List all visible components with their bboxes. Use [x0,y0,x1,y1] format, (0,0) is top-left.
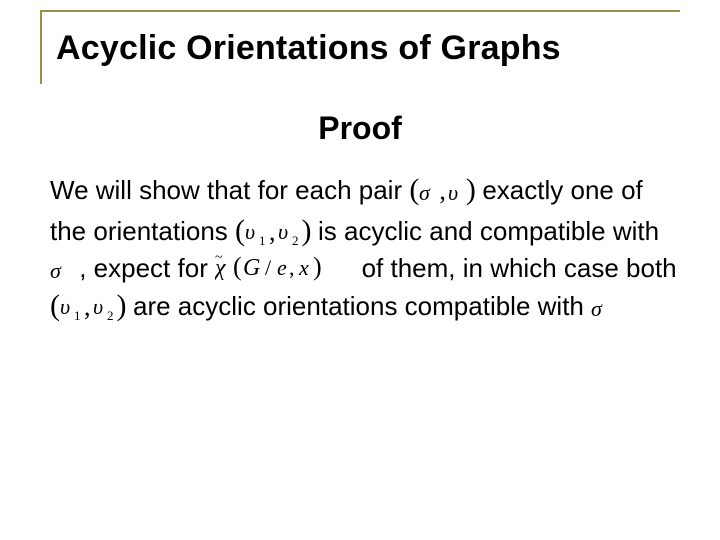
svg-text:2: 2 [107,308,114,321]
svg-text:(: ( [233,253,242,281]
slide: Acyclic Orientations of Graphs Proof We … [0,0,720,540]
math-chi-tilde-expr: ~ χ ( G / e , x ) [215,254,362,283]
svg-text:υ: υ [245,224,255,244]
svg-text:σ: σ [591,301,603,321]
svg-text:,: , [289,255,295,280]
svg-text:2: 2 [292,233,299,246]
upsilon2-icon: υ2 [276,224,302,246]
sigma-icon: σ [50,263,72,283]
body-text-6: are acyclic orientations compatible with [133,291,591,321]
svg-text:χ: χ [215,255,227,281]
svg-text:σ: σ [419,185,431,205]
svg-text:x: x [298,255,309,280]
svg-text:σ: σ [50,263,62,283]
body-text-5: of them, in which case both [362,253,677,283]
svg-text:): ) [313,253,322,281]
svg-text:υ: υ [60,299,70,319]
upsilon-icon: υ [446,185,466,205]
title-box: Acyclic Orientations of Graphs [40,10,680,84]
svg-text:/: / [265,255,272,280]
slide-title: Acyclic Orientations of Graphs [56,29,561,68]
upsilon1-icon: υ1 [245,224,269,246]
sigma-icon: σ [591,301,613,321]
math-pair-sigma-upsilon: (σ,υ) [409,176,482,205]
svg-text:1: 1 [259,233,266,246]
slide-subtitle: Proof [0,110,720,147]
math-pair-u1-u2-b: (υ1,υ2) [50,292,133,321]
body-text-4: , expect for [79,253,215,283]
svg-text:e: e [277,255,287,280]
svg-text:1: 1 [74,308,81,321]
svg-text:υ: υ [278,224,288,244]
math-pair-u1-u2-a: (υ1,υ2) [235,217,318,246]
svg-text:υ: υ [448,185,458,205]
body-text-1: We will show that for each pair [50,175,409,205]
svg-text:G: G [243,255,260,281]
sigma-icon: σ [419,185,439,205]
svg-text:υ: υ [93,299,103,319]
upsilon2-icon: υ2 [91,299,117,321]
proof-body: We will show that for each pair (σ,υ) ex… [50,170,680,327]
upsilon1-icon: υ1 [60,299,84,321]
body-text-3: is acyclic and compatible with [318,216,659,246]
chi-tilde-icon: ~ χ ( G / e , x ) [215,253,355,283]
